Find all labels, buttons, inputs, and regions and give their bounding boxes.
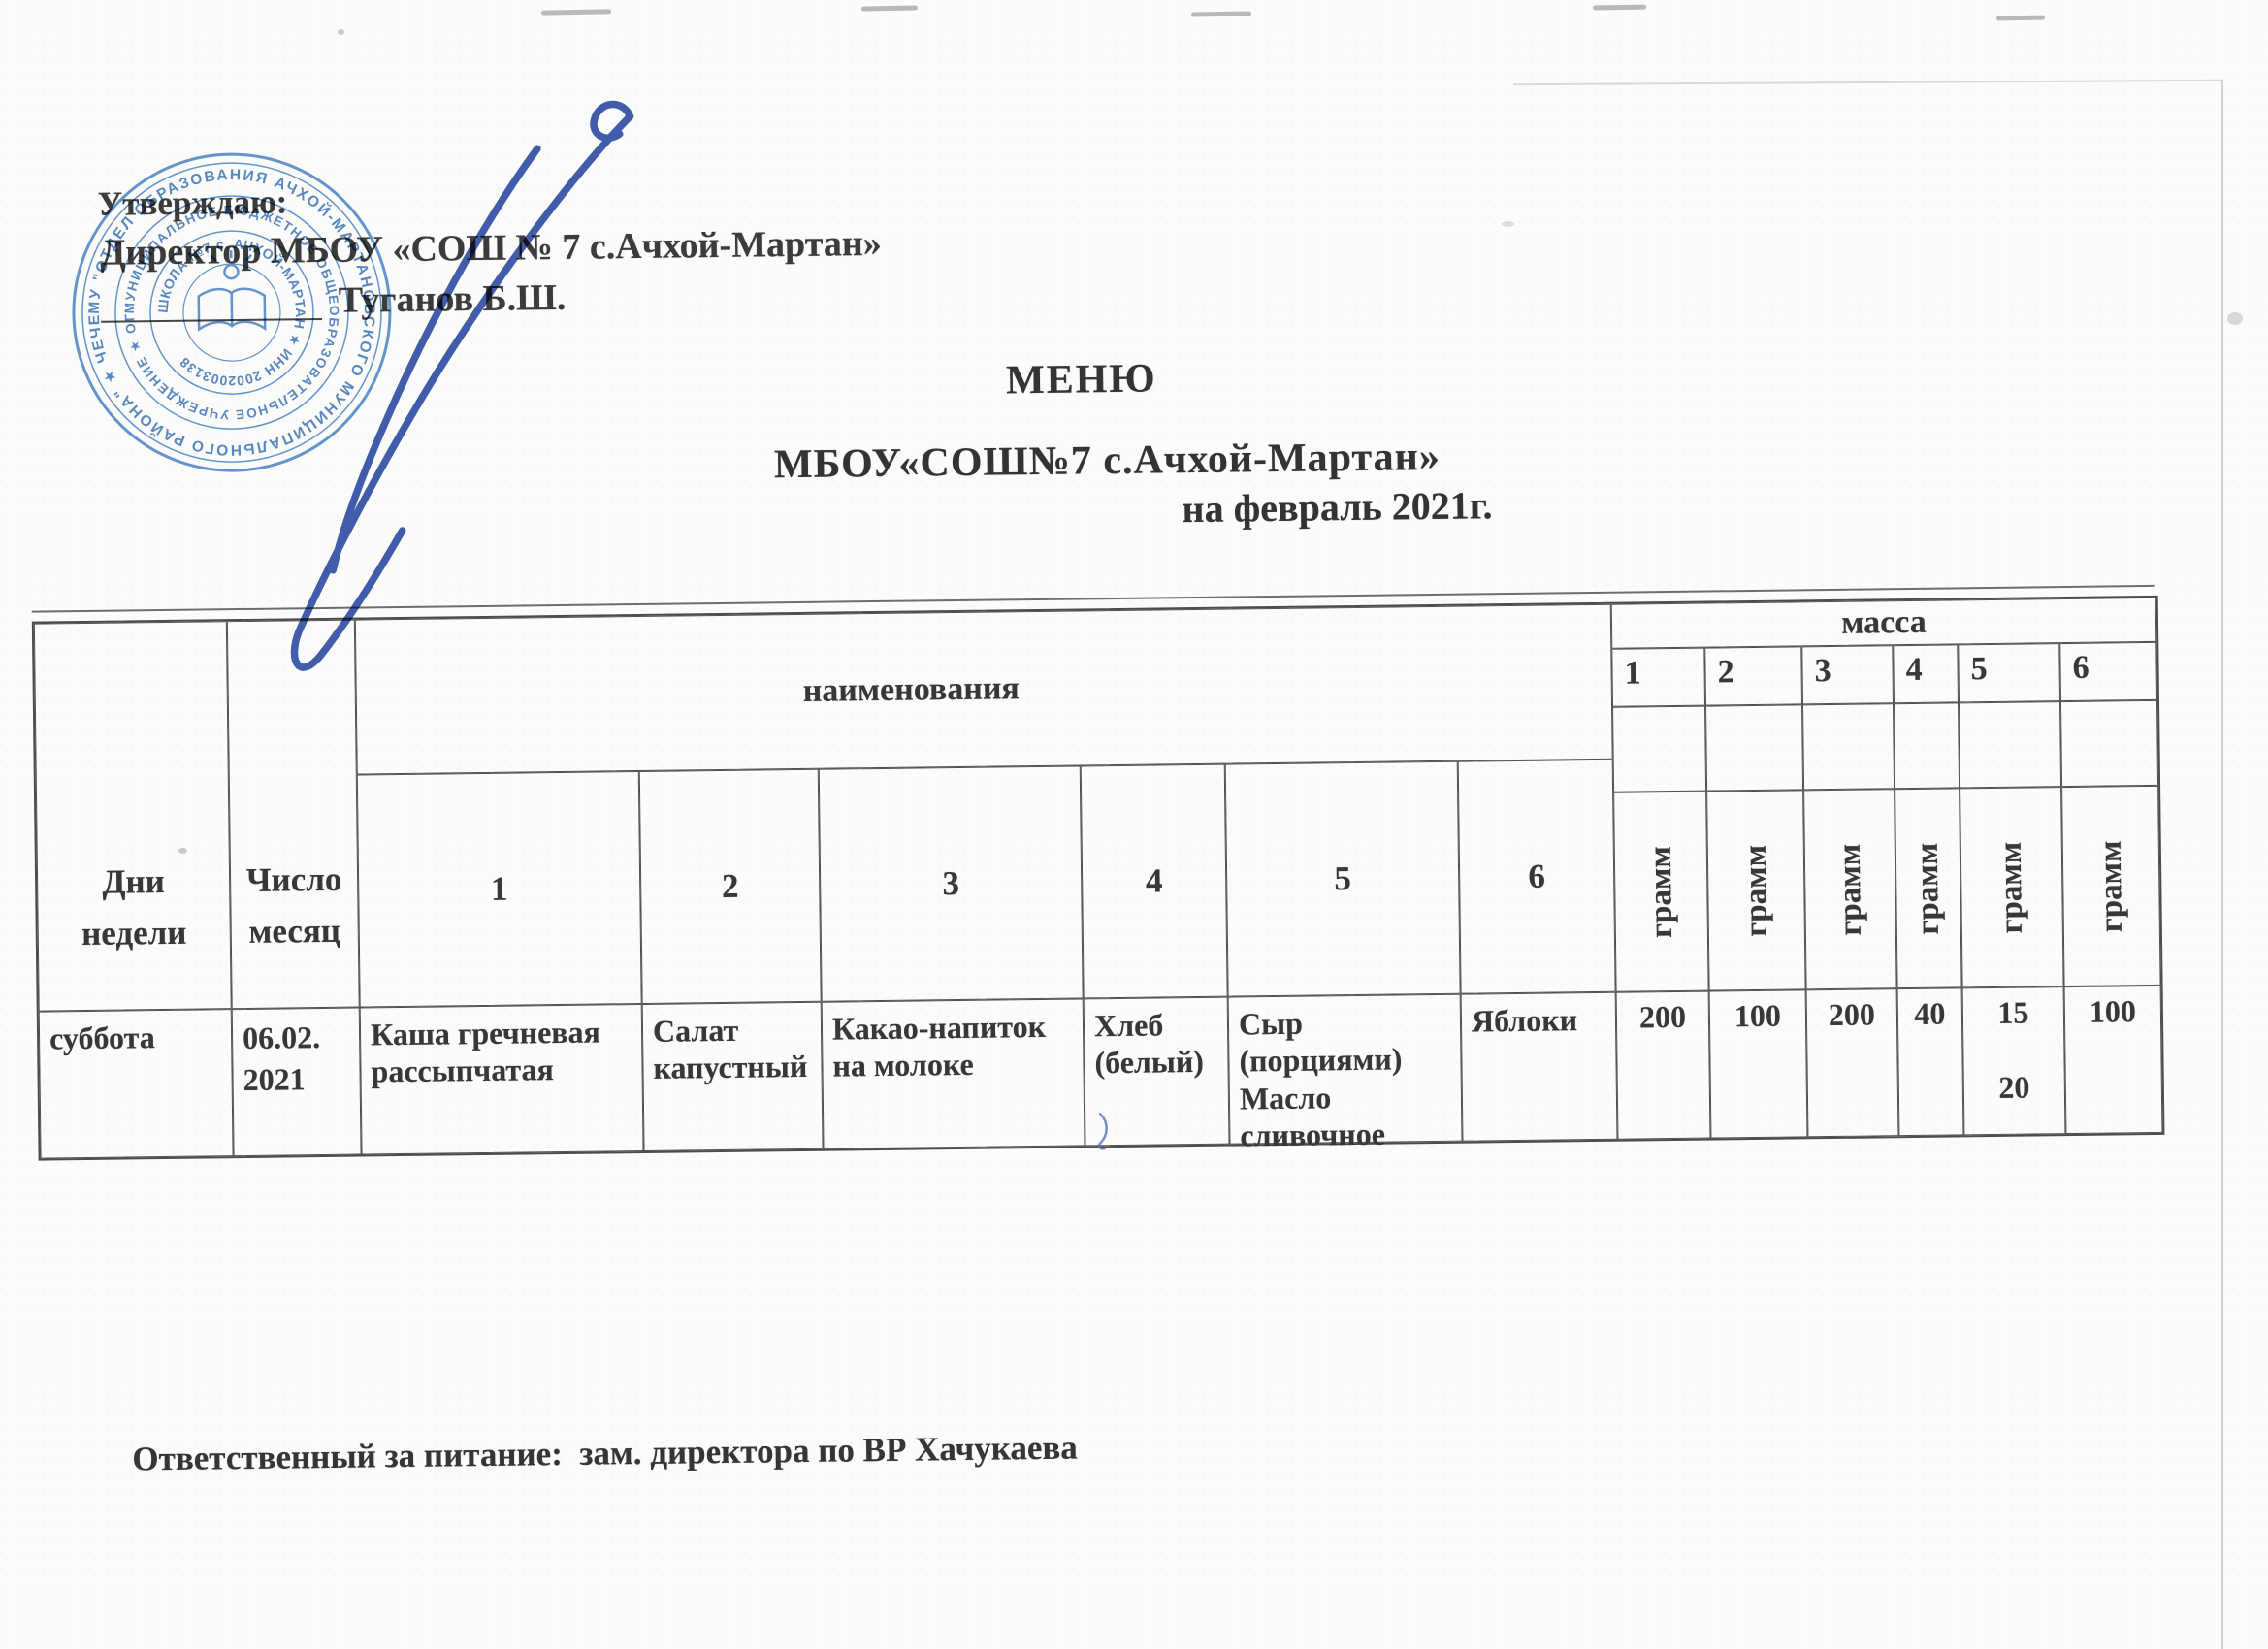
- header-mass: масса: [1610, 597, 2157, 649]
- gram-label: грамм: [2092, 839, 2129, 933]
- school-stamp: МУ "ОТДЕЛ ОБРАЗОВАНИЯ АЧХОЙ-МАРТАНОВСКОГ…: [60, 141, 392, 472]
- date-cell: 06.02. 2021: [231, 1007, 362, 1157]
- mass-value-cell: 100: [1708, 989, 1808, 1139]
- dish-cell: Сыр (порциями) Масло сливочное: [1227, 993, 1463, 1153]
- mass-value-cell: 100: [2063, 985, 2163, 1135]
- mass-column-number: 4: [1893, 644, 1960, 704]
- gram-unit-cell: грамм: [1803, 789, 1897, 990]
- mass-value-cell: 15 20: [1961, 986, 2066, 1136]
- dish-column-number: 3: [818, 765, 1084, 1002]
- empty-cell: [1612, 705, 1707, 792]
- school-name-line: МБОУ«СОШ№7 с.Ачхой-Мартан»: [773, 434, 1442, 488]
- menu-period-line: на февраль 2021г.: [1182, 483, 1493, 532]
- dish-column-number: 1: [356, 771, 642, 1008]
- empty-cell: [1959, 701, 2062, 789]
- gram-label: грамм: [1737, 844, 1774, 937]
- mass-column-number: 3: [1801, 645, 1895, 705]
- empty-cell: [2059, 699, 2159, 788]
- dish-cell: Яблоки: [1460, 991, 1618, 1142]
- mass-value-cell: 200: [1805, 988, 1899, 1138]
- gram-unit-cell: грамм: [2061, 785, 2161, 987]
- mass-value-cell: 40: [1896, 987, 1964, 1137]
- dish-column-number: 5: [1224, 760, 1461, 997]
- empty-cell: [1802, 703, 1895, 791]
- director-signature: [290, 100, 634, 671]
- gram-label: грамм: [1831, 843, 1868, 936]
- dish-cell: Каша гречневая рассыпчатая: [359, 1003, 644, 1155]
- gram-unit-cell: грамм: [1706, 790, 1806, 991]
- mass-column-number: 1: [1611, 647, 1706, 707]
- day-cell: суббота: [38, 1009, 234, 1159]
- gram-unit-cell: грамм: [1960, 787, 2064, 988]
- gram-label: грамм: [1642, 845, 1679, 938]
- mass-column-number: 5: [1958, 643, 2060, 703]
- gram-unit-cell: грамм: [1895, 788, 1962, 989]
- stamp-book-emblem: [197, 250, 267, 332]
- gram-unit-cell: грамм: [1613, 791, 1709, 992]
- pen-mark: [1097, 1112, 1108, 1150]
- dish-column-number: 4: [1080, 763, 1228, 999]
- gram-label: грамм: [1909, 842, 1946, 935]
- dish-column-number: 6: [1457, 759, 1616, 994]
- dish-cell: Какао-напиток на молоке: [821, 998, 1085, 1149]
- dish-column-number: 2: [638, 768, 822, 1004]
- menu-title: МЕНЮ: [1005, 356, 1157, 404]
- responsible-note: Ответственный за питание: зам. директора…: [132, 1428, 1079, 1478]
- dish-cell: Салат капустный: [641, 1001, 824, 1151]
- empty-cell: [1894, 702, 1960, 790]
- mass-value-cell: 200: [1615, 990, 1711, 1140]
- mass-column-number: 2: [1704, 646, 1803, 706]
- mass-column-number: 6: [2059, 641, 2157, 702]
- empty-cell: [1705, 704, 1804, 792]
- gram-label: грамм: [1993, 841, 2029, 934]
